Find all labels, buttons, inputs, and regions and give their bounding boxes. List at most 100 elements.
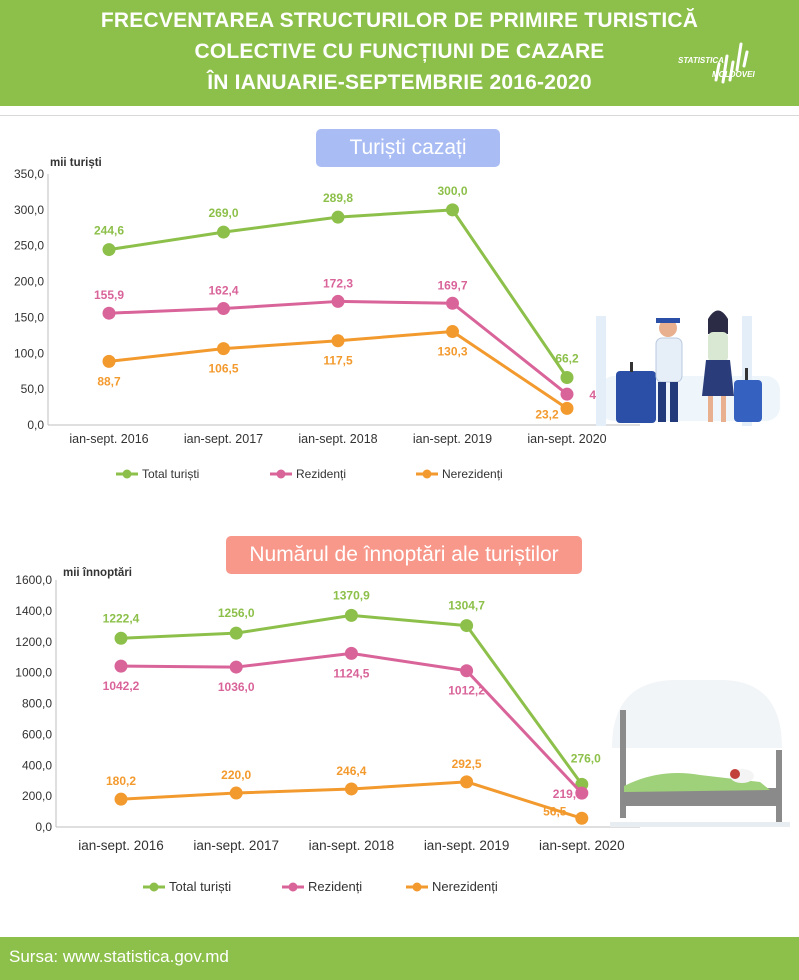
y-tick-label: 400,0 <box>22 758 52 772</box>
series-line-1 <box>108 299 568 396</box>
data-point <box>560 387 574 401</box>
data-point <box>575 786 589 800</box>
legend-label: Nerezidenți <box>432 879 498 894</box>
data-point <box>344 782 358 796</box>
x-tick-label: ian-sept. 2016 <box>78 838 164 853</box>
x-tick-label: ian-sept. 2020 <box>539 838 625 853</box>
x-tick-label: ian-sept. 2019 <box>413 432 492 446</box>
data-label: 1222,4 <box>103 611 140 625</box>
data-point <box>102 354 116 368</box>
data-label: 1042,2 <box>103 679 140 693</box>
data-point <box>114 792 128 806</box>
data-point <box>229 786 243 800</box>
y-axis-title: mii turiști <box>50 157 102 169</box>
y-tick-label: 800,0 <box>22 697 52 711</box>
data-label: 1370,9 <box>333 588 370 602</box>
y-tick-label: 200,0 <box>14 275 44 289</box>
data-point <box>560 401 574 415</box>
divider <box>0 115 799 116</box>
y-tick-label: 1200,0 <box>15 635 52 649</box>
y-tick-label: 350,0 <box>14 167 44 181</box>
data-point <box>446 296 459 310</box>
data-label: 246,4 <box>336 764 366 778</box>
title-line-3: ÎN IANUARIE-SEPTEMBRIE 2016-2020 <box>207 71 592 94</box>
legend-label: Total turiști <box>169 879 231 894</box>
data-point <box>102 243 116 257</box>
data-label: 276,0 <box>571 751 601 765</box>
x-tick-label: ian-sept. 2017 <box>184 432 263 446</box>
legend-label: Rezidenți <box>296 467 346 481</box>
data-label: 106,5 <box>208 362 238 376</box>
logo-text-top: STATISTICA <box>678 56 724 65</box>
title-line-1: FRECVENTAREA STRUCTURILOR DE PRIMIRE TUR… <box>100 9 699 32</box>
x-tick-label: ian-sept. 2018 <box>298 432 377 446</box>
data-point <box>102 306 116 320</box>
data-label: 292,5 <box>452 757 482 771</box>
legend-label: Total turiști <box>142 467 199 481</box>
data-point <box>446 325 459 339</box>
y-axis-title: mii înnoptări <box>63 567 132 579</box>
y-tick-label: 600,0 <box>22 727 52 741</box>
data-point <box>331 294 345 308</box>
data-label: 180,2 <box>106 774 136 788</box>
logo-text-bottom: MOLDOVEI <box>712 70 755 79</box>
legend-label: Rezidenți <box>308 879 362 894</box>
chart2-svg: 0,0 200,0 400,0 600,0 800,0 1000,0 1200,0 1400,… <box>15 567 790 894</box>
y-tick-label: 1000,0 <box>15 666 52 680</box>
data-point <box>446 203 459 217</box>
data-label: 300,0 <box>437 184 467 198</box>
data-label: 162,4 <box>208 284 238 298</box>
logo-bars-icon <box>714 42 749 84</box>
y-tick-label: 1400,0 <box>15 604 52 618</box>
data-point <box>217 342 230 356</box>
legend-marker <box>412 882 422 892</box>
y-tick-label: 1600,0 <box>15 573 52 587</box>
data-label: 1124,5 <box>333 666 369 680</box>
data-label: 289,8 <box>323 191 353 205</box>
data-label: 130,3 <box>437 345 467 359</box>
x-tick-label: ian-sept. 2016 <box>69 432 148 446</box>
data-label: 117,5 <box>323 354 353 368</box>
data-label: 88,7 <box>97 374 121 388</box>
data-label: 23,2 <box>535 407 559 421</box>
legend-marker <box>149 882 159 892</box>
data-point <box>217 302 230 316</box>
data-point <box>331 334 345 348</box>
data-label: 1304,7 <box>448 599 485 613</box>
legend-marker <box>288 882 298 892</box>
travelers-illustration <box>596 310 780 426</box>
title-line-2: COLECTIVE CU FUNCȚIUNI DE CAZARE <box>194 40 605 63</box>
data-point <box>344 608 358 622</box>
data-label: 220,0 <box>221 768 251 782</box>
y-tick-label: 300,0 <box>14 203 44 217</box>
data-point <box>460 664 474 678</box>
y-tick-label: 0,0 <box>27 418 44 432</box>
data-label: 1256,0 <box>218 606 255 620</box>
y-tick-label: 50,0 <box>21 382 45 396</box>
data-label: 219,5 <box>553 787 583 801</box>
y-tick-label: 200,0 <box>22 789 52 803</box>
data-point <box>114 659 128 673</box>
data-point <box>331 210 345 224</box>
statistica-logo: STATISTICA MOLDOVEI <box>676 36 776 96</box>
data-label: 172,3 <box>323 276 353 290</box>
data-label: 244,6 <box>94 224 124 238</box>
data-label: 1012,2 <box>448 684 485 698</box>
data-label: 169,7 <box>437 278 467 292</box>
source-text: Sursa: www.statistica.gov.md <box>9 947 229 966</box>
y-tick-label: 150,0 <box>14 310 44 324</box>
bed-illustration <box>610 679 790 827</box>
x-tick-label: ian-sept. 2020 <box>527 432 606 446</box>
data-label: 1036,0 <box>218 680 255 694</box>
data-point <box>560 371 574 385</box>
data-point <box>217 225 230 239</box>
data-label: 269,0 <box>208 206 238 220</box>
data-point <box>344 646 358 660</box>
y-tick-label: 250,0 <box>14 239 44 253</box>
legend-marker <box>422 469 432 479</box>
x-tick-label: ian-sept. 2018 <box>309 838 395 853</box>
x-tick-label: ian-sept. 2017 <box>193 838 279 853</box>
data-point <box>229 660 243 674</box>
data-label: 56,5 <box>543 804 567 818</box>
legend-marker <box>122 469 132 479</box>
